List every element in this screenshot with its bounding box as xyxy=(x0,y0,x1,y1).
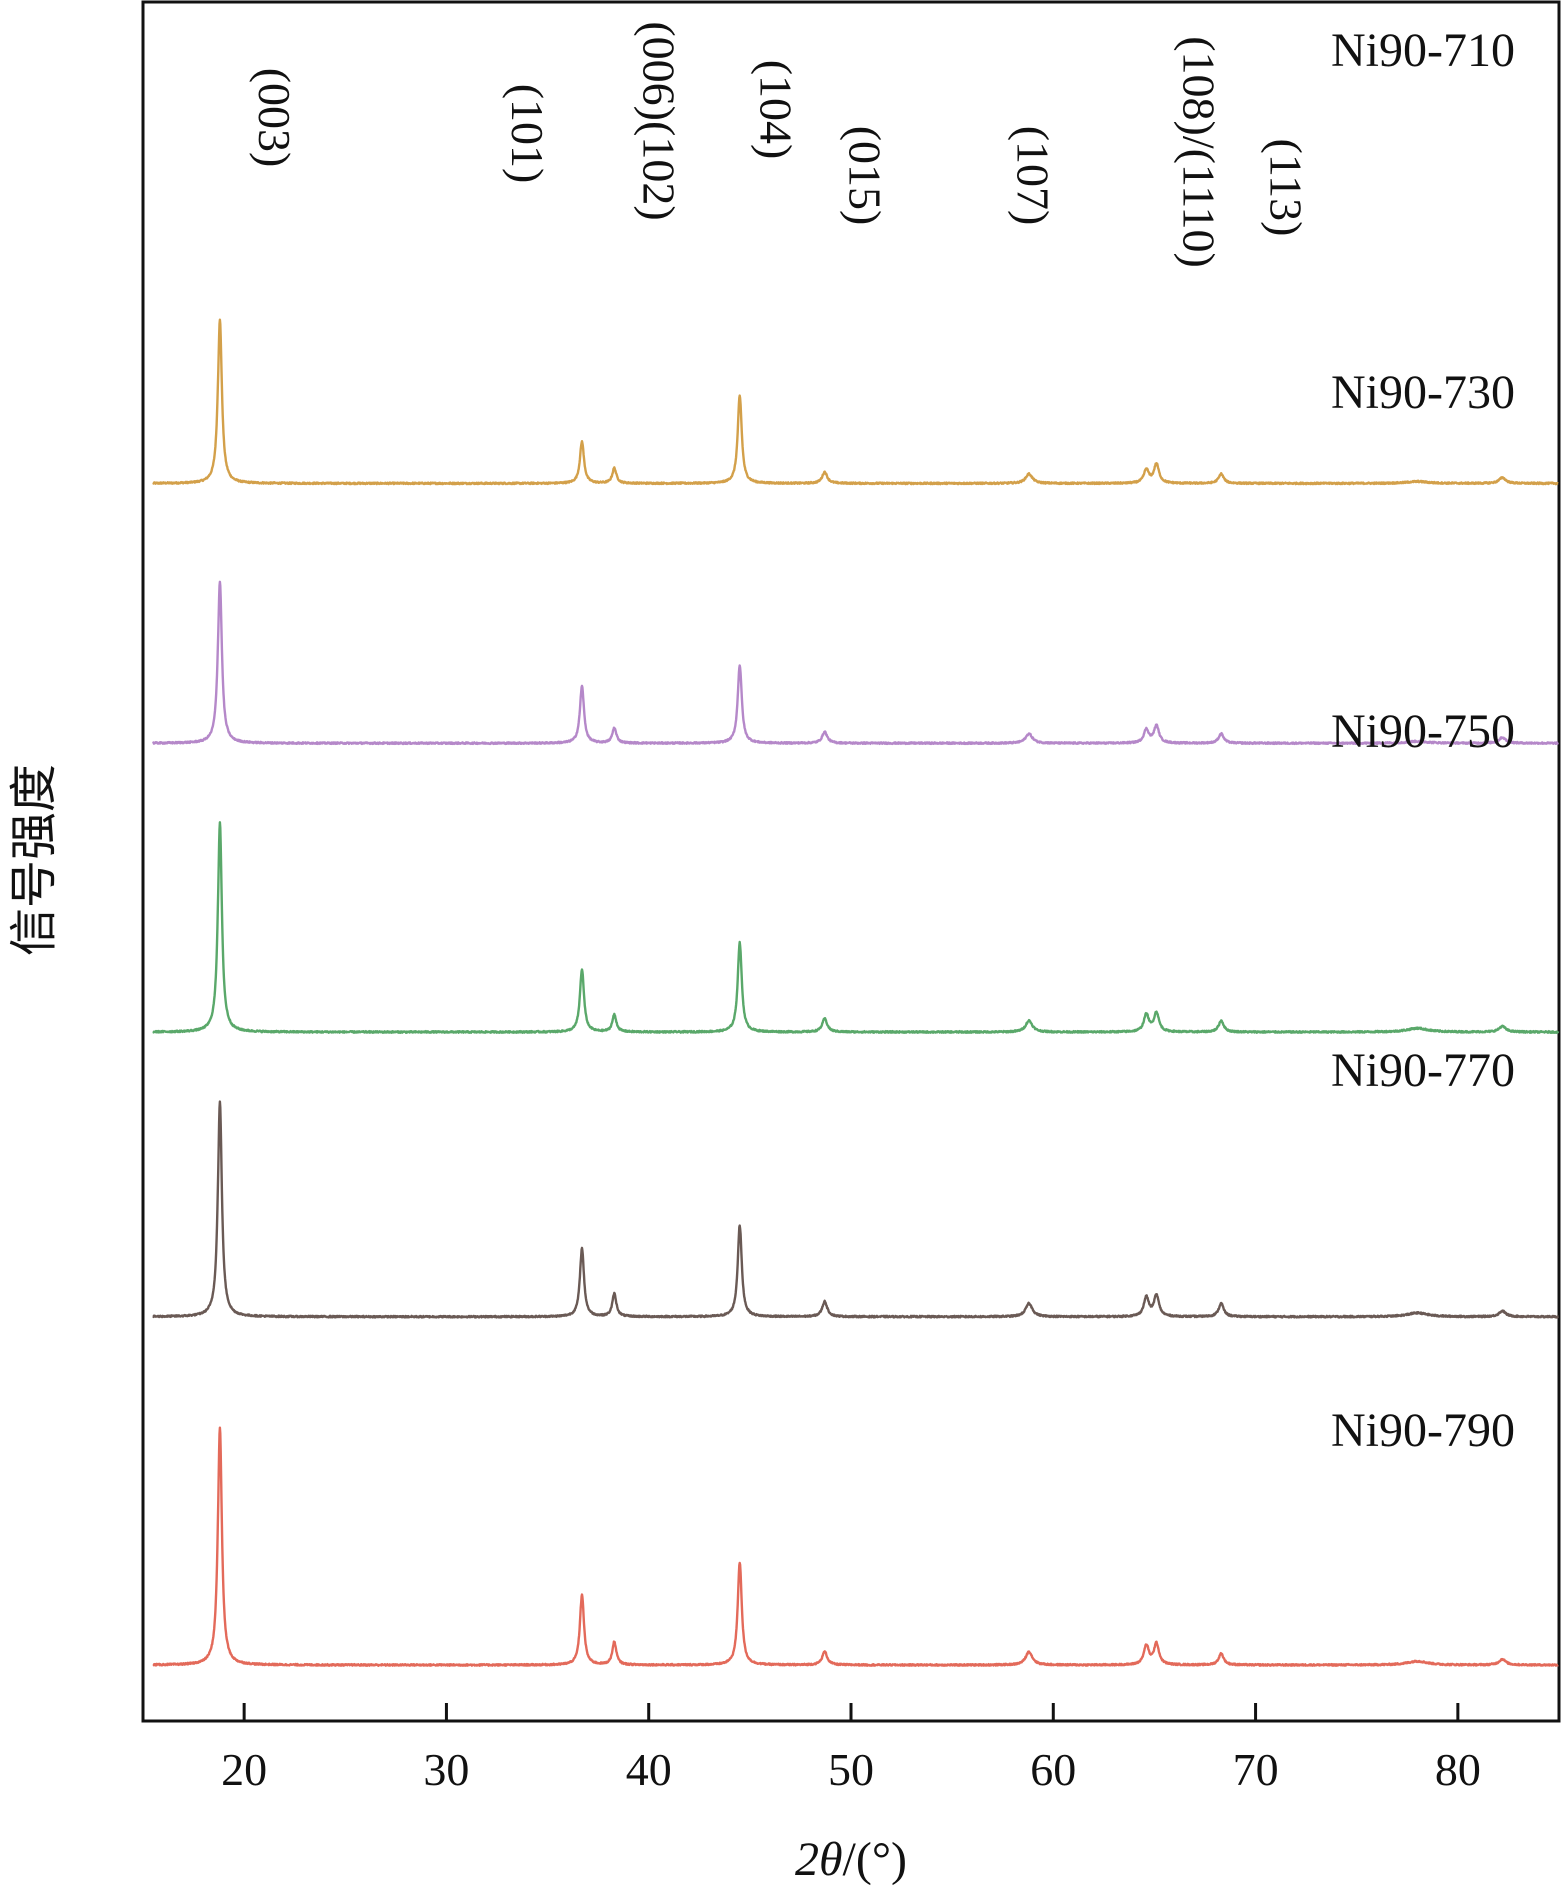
y-axis-label: 信号强度 xyxy=(8,764,61,956)
series-line-ni90-730 xyxy=(152,580,1559,746)
peak-label: (108)/(1110) xyxy=(1173,36,1224,268)
x-tick-label: 70 xyxy=(1233,1744,1279,1795)
x-tick-label: 40 xyxy=(626,1744,672,1795)
peak-label: (101) xyxy=(502,84,553,184)
peak-label: (015) xyxy=(840,126,891,226)
x-tick-label: 50 xyxy=(828,1744,874,1795)
peak-label: (104) xyxy=(751,60,802,160)
x-tick-label: 30 xyxy=(423,1744,469,1795)
peak-label: (107) xyxy=(1008,126,1059,226)
series-label-ni90-750: Ni90-750 xyxy=(1331,705,1515,758)
series-label-ni90-730: Ni90-730 xyxy=(1331,366,1515,419)
plot-frame xyxy=(141,0,1561,1723)
x-tick-label: 60 xyxy=(1030,1744,1076,1795)
peak-labels: (003) (101) (006)(102) (104) (015) (107) (108)… xyxy=(249,21,1311,267)
x-ticks: 20 30 40 50 60 70 80 xyxy=(221,1703,1481,1795)
series-line-ni90-750 xyxy=(152,821,1560,1034)
x-tick-label: 80 xyxy=(1435,1744,1481,1795)
series-line-ni90-770 xyxy=(152,1100,1559,1319)
x-tick-label: 20 xyxy=(221,1744,267,1795)
peak-label: (006)(102) xyxy=(633,21,684,220)
x-axis-unit: /(°) xyxy=(843,1833,908,1886)
series-line-ni90-710 xyxy=(152,318,1559,486)
peak-label: (113) xyxy=(1260,139,1311,237)
series-label-ni90-790: Ni90-790 xyxy=(1331,1404,1515,1457)
peak-label: (003) xyxy=(249,68,300,168)
x-axis-variable: 2θ xyxy=(795,1833,843,1886)
x-axis-label: 2θ/(°) xyxy=(795,1833,907,1886)
series-label-ni90-770: Ni90-770 xyxy=(1331,1044,1515,1097)
series-line-ni90-790 xyxy=(152,1426,1559,1667)
series-label-ni90-710: Ni90-710 xyxy=(1331,24,1515,77)
series-group xyxy=(152,318,1560,1667)
series-labels: Ni90-710 Ni90-730 Ni90-750 Ni90-770 Ni90-790 xyxy=(1331,24,1515,1457)
